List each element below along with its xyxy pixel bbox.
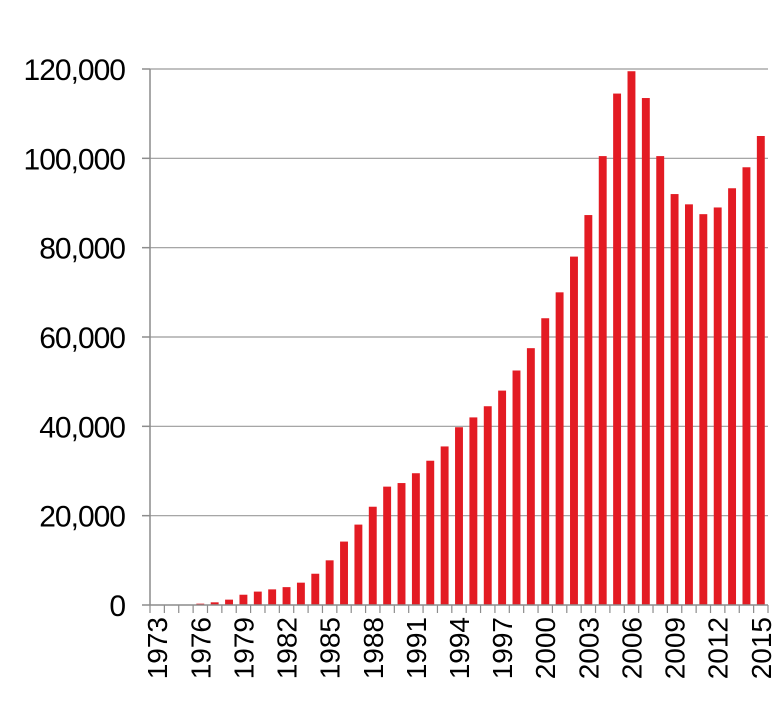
x-tick-label: 1994 — [444, 617, 475, 679]
x-tick-label: 1979 — [228, 617, 259, 679]
bar — [397, 483, 406, 605]
bar — [613, 93, 622, 606]
y-tick-labels: 0 20,000 40,000 60,000 80,000 100,000 120,000 — [24, 54, 127, 623]
gridlines — [150, 68, 768, 517]
bar — [685, 204, 693, 605]
bar — [368, 506, 377, 605]
bar — [699, 214, 708, 605]
y-tick-label: 40,000 — [39, 411, 125, 444]
bar — [570, 256, 578, 605]
bar — [296, 582, 305, 605]
y-tick-label: 100,000 — [24, 143, 126, 176]
y-tick-label: 60,000 — [39, 322, 125, 355]
bar — [225, 599, 233, 605]
bar — [282, 587, 291, 605]
x-tick-label: 1988 — [358, 617, 389, 679]
x-tick-label: 2003 — [573, 617, 604, 679]
x-tick-label: 2012 — [703, 617, 734, 679]
bar — [340, 541, 348, 605]
bar — [498, 390, 507, 605]
bar — [455, 427, 463, 605]
bar — [239, 594, 248, 605]
x-tick-label: 1991 — [401, 617, 432, 679]
x-tick-label: 1982 — [272, 617, 303, 679]
bar — [713, 207, 722, 605]
bar — [383, 486, 392, 605]
bar — [354, 524, 363, 605]
y-tick-label: 80,000 — [39, 233, 125, 266]
bar — [483, 406, 492, 605]
bar — [426, 460, 435, 605]
y-tick-label: 120,000 — [24, 54, 126, 87]
bar — [627, 71, 636, 605]
y-tick-label: 20,000 — [39, 501, 125, 534]
bars — [181, 71, 765, 606]
x-tick-label: 2015 — [746, 617, 777, 679]
axes — [142, 68, 769, 613]
x-tick-label: 1976 — [185, 617, 216, 679]
x-tick-label: 1985 — [315, 617, 346, 679]
bar — [512, 370, 521, 605]
bar — [641, 98, 650, 606]
x-tick-labels: 1973 1976 1979 1982 1985 1988 1991 1994 1997 2000… — [142, 617, 777, 679]
bar — [440, 446, 449, 605]
x-tick-label: 1997 — [487, 617, 518, 679]
bar — [325, 560, 334, 605]
x-tick-label: 2006 — [616, 617, 647, 679]
bar — [253, 591, 262, 605]
bar — [555, 292, 564, 605]
bar — [210, 602, 219, 605]
bar — [526, 348, 535, 605]
y-tick-label: 0 — [109, 590, 125, 623]
bar — [656, 156, 665, 605]
x-tick-label: 1973 — [142, 617, 173, 679]
bar — [268, 589, 277, 605]
bar — [728, 188, 737, 605]
bar — [584, 215, 593, 605]
bar — [756, 136, 765, 605]
bar — [541, 318, 550, 605]
bar — [598, 156, 607, 605]
bar — [411, 473, 420, 605]
bar — [742, 167, 751, 605]
bar — [469, 417, 478, 605]
x-tick-label: 2009 — [660, 617, 691, 679]
x-tick-label: 2000 — [530, 617, 561, 679]
bar — [311, 573, 320, 605]
bar — [670, 194, 679, 606]
